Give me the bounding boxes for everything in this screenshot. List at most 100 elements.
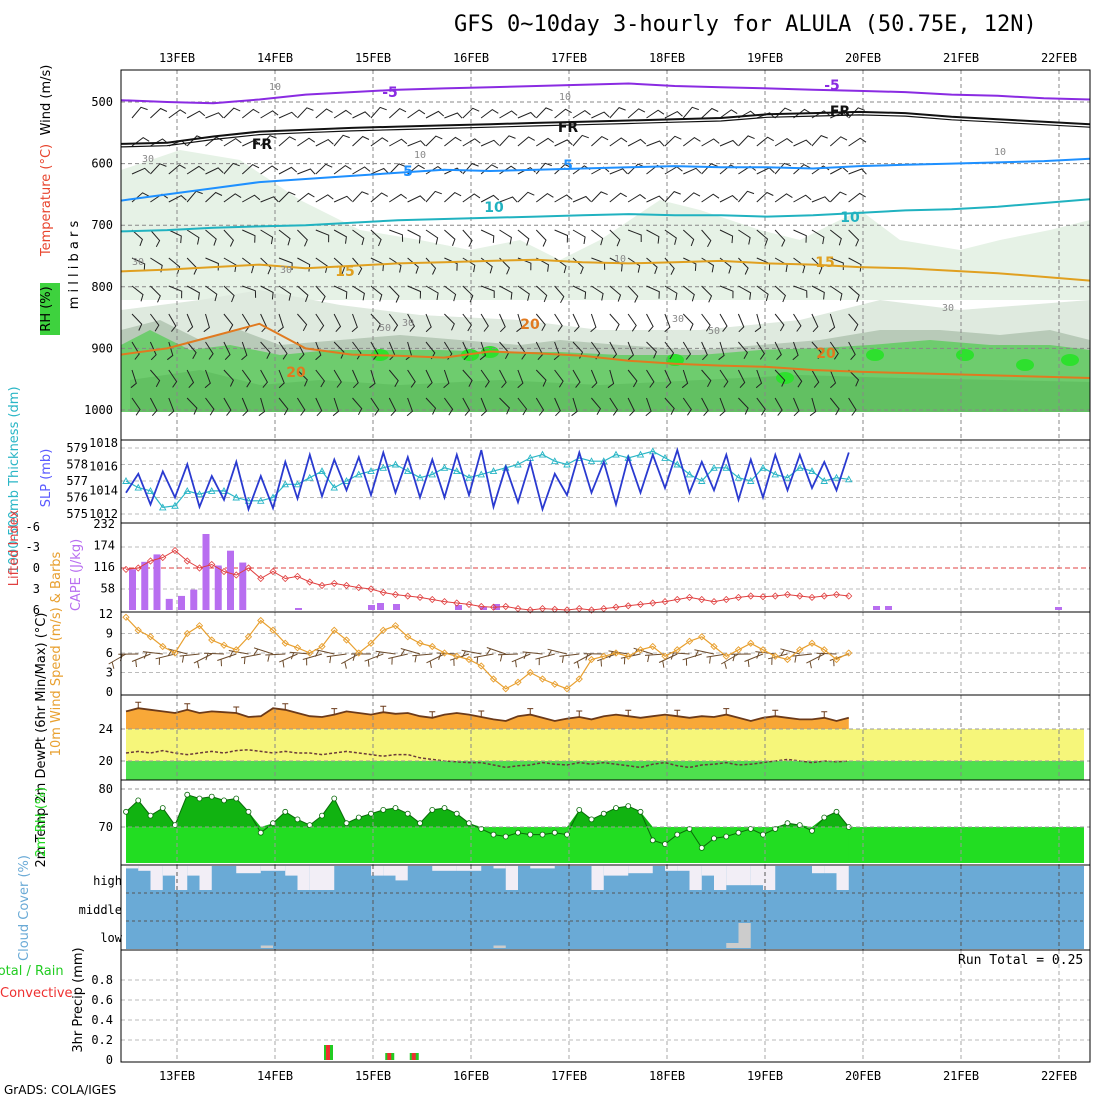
- rh-point: [760, 831, 766, 838]
- barb: [627, 257, 641, 273]
- barb: [131, 136, 150, 147]
- barb: [571, 397, 578, 417]
- rh-point: [417, 820, 423, 827]
- temp-minmax: [674, 709, 681, 717]
- barb: [444, 313, 455, 331]
- rh-contour-label-1: 10: [559, 92, 571, 103]
- barb: [738, 341, 749, 360]
- barb: [260, 135, 277, 147]
- thickness-point: [465, 473, 473, 481]
- barb: [848, 369, 860, 387]
- wind10m-barb: [682, 653, 702, 666]
- chart-title: GFS 0~10day 3-hourly for ALULA (50.75E, …: [454, 12, 1037, 37]
- barb: [315, 341, 322, 361]
- li-ytick-1: -3: [26, 540, 40, 554]
- barb: [646, 257, 658, 274]
- barb: [572, 165, 591, 175]
- rh-ytick-80: 80: [99, 782, 113, 796]
- thickness-point: [354, 470, 363, 478]
- cloud-high-bar: [628, 866, 641, 874]
- barb: [701, 369, 712, 388]
- barb: [499, 369, 507, 389]
- li-point: [771, 592, 779, 600]
- cloud-high-bar: [199, 866, 212, 890]
- barb: [443, 397, 454, 416]
- cloud-low-bar: [738, 923, 751, 948]
- thickness-point: [820, 477, 829, 484]
- barb: [627, 163, 645, 175]
- barb: [701, 138, 720, 147]
- li-point: [551, 605, 559, 613]
- barb: [297, 369, 308, 387]
- wind-speed-point: [171, 649, 179, 657]
- cloud-cover-panel: high middle low Cloud Cover (%): [17, 855, 1091, 961]
- barb: [168, 369, 178, 388]
- rh-point: [711, 835, 717, 842]
- rh-point: [698, 845, 705, 851]
- barb: [370, 397, 380, 416]
- barb: [186, 369, 195, 389]
- wind-speed-point: [808, 639, 816, 647]
- barb: [848, 313, 859, 332]
- precip-convective-bar: [387, 1053, 392, 1060]
- cloud-high-bar: [285, 866, 298, 876]
- temp-minmax: [772, 709, 779, 717]
- barb: [352, 229, 365, 246]
- barb: [131, 106, 148, 119]
- rh-point: [429, 807, 436, 813]
- rh-contour-label-0: 10: [269, 82, 281, 93]
- barb: [480, 164, 499, 175]
- barb: [462, 397, 471, 416]
- barb: [664, 369, 672, 389]
- barb: [333, 164, 352, 175]
- wind-speed-point: [453, 652, 461, 660]
- barb: [719, 397, 726, 417]
- slp-ytick-1016: 1016: [89, 460, 118, 474]
- barb: [535, 107, 553, 119]
- cloud-high-bar: [726, 866, 739, 886]
- barb: [774, 369, 786, 387]
- barb: [131, 257, 146, 271]
- rh-point: [833, 808, 840, 815]
- temp-minmax: [380, 705, 387, 713]
- top-date-21FEB: 21FEB: [943, 51, 979, 65]
- cape-ytick-232: 232: [93, 517, 115, 531]
- cloud-high-bar: [322, 866, 335, 890]
- precip-axis-label: 3hr Precip (mm): [71, 947, 86, 1052]
- barb: [646, 313, 654, 333]
- barb: [774, 257, 788, 272]
- barb: [572, 109, 591, 119]
- barb: [168, 109, 187, 119]
- barb: [591, 285, 604, 301]
- wind10m-barb: [203, 652, 225, 661]
- barb: [205, 285, 218, 302]
- barb: [756, 167, 775, 175]
- barb: [535, 229, 547, 247]
- rh-point: [613, 805, 619, 811]
- barb: [444, 257, 458, 271]
- barb: [774, 341, 782, 361]
- barb: [499, 135, 516, 147]
- barb: [627, 108, 646, 119]
- wind10m-barb: [658, 653, 678, 668]
- barb: [701, 397, 709, 417]
- cloud-background: [126, 866, 1084, 949]
- rh-point: [404, 810, 411, 817]
- barb: [205, 341, 214, 360]
- barb: [260, 257, 272, 275]
- barb: [646, 164, 664, 175]
- barb: [793, 369, 803, 388]
- barb: [738, 397, 749, 415]
- wind-speed-point: [195, 622, 204, 630]
- wind10m-barb: [511, 653, 531, 668]
- thickness-point: [550, 457, 559, 465]
- rh-shade-4: [130, 370, 1090, 412]
- li-point: [820, 592, 828, 600]
- cape-bar: [190, 589, 198, 610]
- li-point: [232, 571, 240, 579]
- barb: [627, 138, 647, 147]
- li-point: [514, 605, 522, 613]
- thickness-point: [477, 470, 486, 478]
- rh-point: [441, 805, 448, 811]
